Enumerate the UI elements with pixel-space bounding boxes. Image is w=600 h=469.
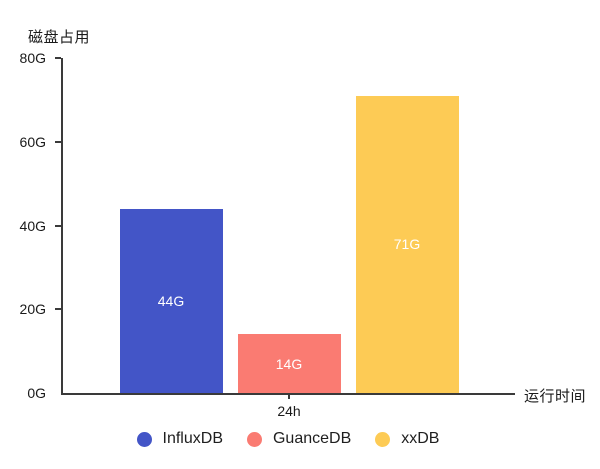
y-tick-mark-20G	[55, 308, 61, 311]
y-tick-label-60G: 60G	[19, 133, 46, 150]
bar-influxdb[interactable]: 44G	[119, 208, 223, 393]
y-tick-label-80G: 80G	[19, 50, 46, 66]
legend-label: GuanceDB	[272, 430, 352, 447]
y-tick-label-0G: 0G	[27, 385, 46, 401]
bar-value-label-xxdb: 71G	[393, 236, 421, 253]
x-axis-title: 运行时间	[524, 388, 587, 405]
legend-label: InfluxDB	[162, 430, 223, 447]
y-tick-mark-40G	[55, 224, 61, 227]
x-category-label: 24h	[277, 403, 301, 419]
y-axis-title: 磁盘占用	[28, 29, 91, 46]
legend-item-guancedb[interactable]: GuanceDB	[246, 430, 352, 448]
y-tick-label-20G: 20G	[19, 301, 46, 318]
legend-item-influxdb[interactable]: InfluxDB	[136, 430, 223, 448]
y-tick-label-40G: 40G	[19, 217, 46, 234]
bar-value-label-influxdb: 44G	[157, 292, 185, 309]
legend-item-xxdb[interactable]: xxDB	[375, 430, 439, 448]
legend-label: xxDB	[401, 430, 440, 447]
bar-xxdb[interactable]: 71G	[355, 95, 459, 393]
legend-dot-icon	[136, 431, 152, 447]
bar-guancedb[interactable]: 14G	[237, 334, 341, 393]
plot-area: 0G 20G 40G 60G 80G 44G 14G 71G 24h	[20, 51, 515, 419]
legend-dot-icon	[375, 431, 391, 447]
bars-row: 44G 14G 71G	[63, 58, 515, 393]
legend-dot-icon	[246, 431, 262, 447]
bar-value-label-guancedb: 14G	[275, 355, 303, 372]
x-axis-tick	[288, 393, 290, 399]
legend: InfluxDB GuanceDB xxDB	[0, 430, 576, 448]
y-tick-mark-60G	[55, 140, 61, 143]
y-tick-mark-80G	[55, 57, 61, 59]
